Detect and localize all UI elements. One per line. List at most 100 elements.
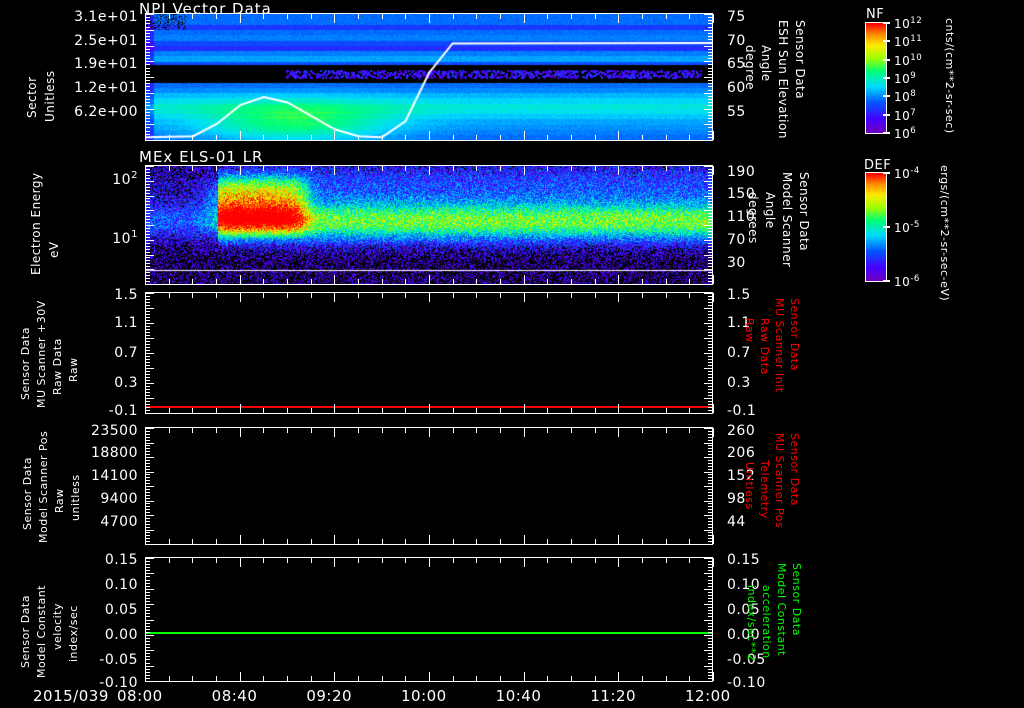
panel4-plot-area[interactable] xyxy=(145,427,713,545)
axis-tick-mark xyxy=(145,61,154,62)
panel2-plot-area[interactable] xyxy=(145,165,713,285)
y-tick: 0.15 xyxy=(727,552,761,568)
axis-tick-mark xyxy=(595,166,596,171)
axis-tick-mark xyxy=(145,368,154,369)
axis-tick-mark xyxy=(358,558,359,563)
y-tick: 14100 xyxy=(90,468,138,484)
axis-tick-mark xyxy=(145,506,150,507)
axis-tick-mark xyxy=(642,558,643,563)
axis-tick-mark xyxy=(595,408,596,413)
axis-tick-mark xyxy=(192,676,193,681)
axis-tick-mark xyxy=(145,365,150,366)
axis-tick-mark xyxy=(145,234,150,235)
axis-tick-mark xyxy=(145,535,146,544)
axis-tick-mark xyxy=(708,246,713,247)
y-tick: 1.5 xyxy=(114,287,138,303)
panel1-plot-area[interactable] xyxy=(145,13,713,141)
axis-tick-mark xyxy=(708,118,713,119)
axis-tick-mark xyxy=(708,647,713,648)
def-colorbar-ticklabels: 10-4 10-5 10-6 xyxy=(883,166,935,289)
axis-tick-mark xyxy=(145,55,150,56)
y-tick: 1.1 xyxy=(727,315,751,331)
axis-tick-mark xyxy=(334,404,335,413)
axis-tick-mark xyxy=(708,36,713,37)
axis-tick-mark xyxy=(524,131,525,140)
y-tick: 101 xyxy=(112,229,138,247)
axis-tick-mark xyxy=(145,650,154,651)
x-axis-ticklabels: 08:00 08:40 09:20 10:00 10:40 11:20 12:00 xyxy=(0,687,1024,707)
axis-tick-mark xyxy=(216,676,217,681)
axis-tick-mark xyxy=(145,105,150,106)
axis-tick-mark xyxy=(708,377,713,378)
axis-tick-mark xyxy=(704,255,713,256)
axis-tick-mark xyxy=(145,616,150,617)
axis-tick-mark xyxy=(704,210,713,211)
axis-tick-mark xyxy=(334,428,335,437)
axis-tick-mark xyxy=(240,131,241,140)
y-tick: 55 xyxy=(727,104,746,121)
axis-tick-mark xyxy=(708,187,713,188)
axis-tick-mark xyxy=(666,166,667,171)
axis-tick-mark xyxy=(708,350,713,351)
panel5-right-axis-label-1: Sensor Data xyxy=(790,563,803,636)
axis-tick-mark xyxy=(595,428,596,433)
axis-tick-mark xyxy=(708,489,713,490)
y-tick: -0.05 xyxy=(99,652,138,668)
axis-tick-mark xyxy=(453,539,454,544)
axis-tick-mark xyxy=(708,404,713,405)
y-tick: -0.10 xyxy=(99,675,138,691)
axis-tick-mark xyxy=(708,663,713,664)
axis-tick-mark xyxy=(708,595,713,596)
axis-tick-mark xyxy=(713,672,714,681)
axis-tick-mark xyxy=(708,58,713,59)
axis-tick-mark xyxy=(145,495,150,496)
axis-tick-mark xyxy=(708,207,713,208)
axis-tick-mark xyxy=(240,672,241,681)
axis-tick-mark xyxy=(571,135,572,140)
panel2-right-axis-label-4: degrees xyxy=(746,192,760,244)
axis-tick-mark xyxy=(708,27,713,28)
axis-tick-mark xyxy=(708,466,713,467)
axis-tick-mark xyxy=(240,275,241,284)
axis-tick-mark xyxy=(429,14,430,23)
axis-tick-mark xyxy=(642,676,643,681)
axis-tick-mark xyxy=(708,410,713,411)
axis-tick-mark xyxy=(145,296,150,297)
axis-tick-mark xyxy=(145,278,150,279)
axis-tick-mark xyxy=(145,653,150,654)
panel5-plot-area[interactable] xyxy=(145,557,713,682)
axis-tick-mark xyxy=(145,275,146,284)
axis-tick-mark xyxy=(145,36,150,37)
axis-tick-mark xyxy=(708,356,713,357)
axis-tick-mark xyxy=(145,675,150,676)
axis-tick-mark xyxy=(708,90,713,91)
panel3-plot-area[interactable] xyxy=(145,292,713,414)
axis-tick-mark xyxy=(689,676,690,681)
axis-tick-mark xyxy=(708,407,713,408)
y-tick: 0.00 xyxy=(727,627,761,643)
panel4-left-axis-label-1: Sensor Data xyxy=(21,457,34,530)
axis-tick-mark xyxy=(145,448,150,449)
x-tick-label: 10:40 xyxy=(495,687,542,705)
axis-tick-mark xyxy=(145,623,150,624)
axis-tick-mark xyxy=(145,389,150,390)
axis-tick-mark xyxy=(145,305,150,306)
axis-tick-mark xyxy=(708,564,713,565)
axis-tick-mark xyxy=(708,431,713,432)
axis-tick-mark xyxy=(311,135,312,140)
axis-tick-mark xyxy=(240,293,241,302)
axis-tick-mark xyxy=(708,535,713,536)
axis-tick-mark xyxy=(708,39,713,40)
axis-tick-mark xyxy=(145,272,150,273)
axis-tick-mark xyxy=(666,279,667,284)
panel4-right-ticklabels: 260 206 152 98 44 xyxy=(727,423,773,545)
axis-tick-mark xyxy=(263,676,264,681)
axis-tick-mark xyxy=(145,347,150,348)
axis-tick-mark xyxy=(708,252,713,253)
axis-tick-mark xyxy=(145,431,150,432)
panel2-right-axis-label-3: Angle xyxy=(763,192,777,229)
axis-tick-mark xyxy=(145,592,150,593)
axis-tick-mark xyxy=(708,477,713,478)
panel1-right-axis-label-3: Angle xyxy=(759,45,773,82)
axis-tick-mark xyxy=(713,293,714,302)
